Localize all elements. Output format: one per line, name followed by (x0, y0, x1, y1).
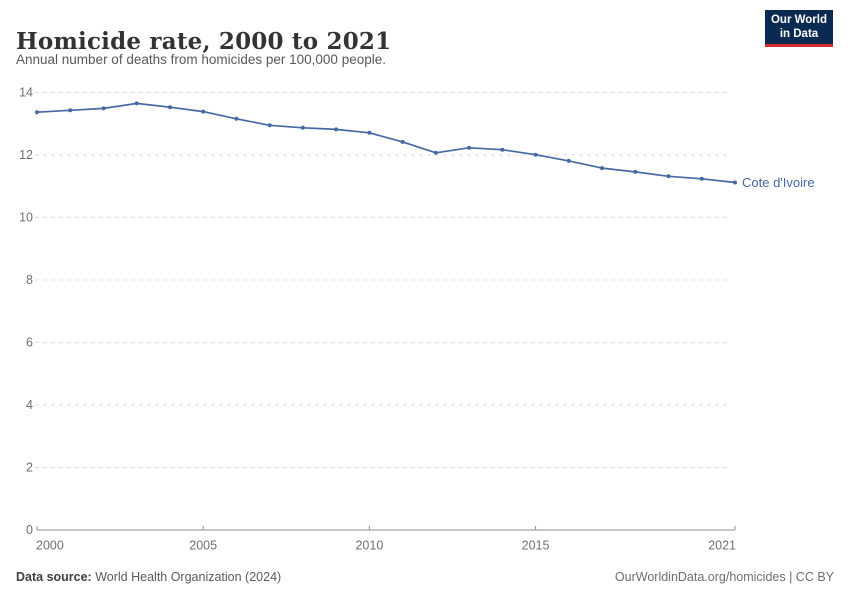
data-point (367, 130, 372, 135)
y-tick-label: 4 (26, 398, 33, 412)
data-point (267, 123, 272, 128)
data-point (699, 176, 704, 181)
y-tick-label: 8 (26, 273, 33, 287)
owid-logo-line1: Our World (770, 13, 827, 26)
x-tick-label: 2015 (522, 539, 550, 553)
data-point (600, 166, 604, 171)
data-source-value: World Health Organization (2024) (95, 570, 282, 584)
data-point (666, 174, 671, 179)
data-point (733, 180, 737, 185)
data-point (633, 169, 638, 174)
chart-footer: Data source: World Health Organization (… (16, 570, 834, 584)
data-point (68, 108, 73, 113)
data-point (101, 106, 106, 111)
y-tick-label: 2 (26, 461, 33, 475)
data-point (300, 125, 305, 130)
data-source: Data source: World Health Organization (… (16, 570, 281, 584)
owid-logo: Our World in Data (765, 10, 833, 47)
data-point (168, 105, 172, 110)
data-point (566, 158, 571, 163)
chart-subtitle: Annual number of deaths from homicides p… (16, 52, 386, 67)
x-tick-label: 2021 (708, 539, 736, 553)
data-point (201, 109, 206, 114)
x-tick-label: 2000 (36, 539, 64, 553)
owid-logo-line2: in Data (779, 28, 819, 40)
data-point (35, 110, 39, 115)
data-point (334, 127, 339, 132)
y-tick-label: 6 (26, 336, 33, 350)
y-tick-label: 14 (19, 86, 33, 100)
attribution: OurWorldinData.org/homicides | CC BY (614, 570, 834, 584)
data-point (500, 147, 505, 152)
data-source-label: Data source: (16, 570, 92, 584)
data-point (533, 152, 538, 157)
data-point (234, 116, 239, 121)
y-tick-label: 12 (19, 148, 33, 162)
data-point (433, 150, 438, 155)
x-tick-label: 2010 (355, 539, 383, 553)
y-tick-label: 10 (19, 211, 33, 225)
entity-label: Cote d'Ivoire (742, 174, 815, 190)
page-title: Homicide rate, 2000 to 2021 (16, 28, 392, 56)
data-point (467, 145, 472, 150)
y-tick-label: 0 (26, 523, 33, 537)
series-line (36, 102, 736, 184)
x-tick-label: 2005 (189, 539, 217, 553)
data-point (400, 139, 405, 144)
data-point (134, 101, 139, 106)
